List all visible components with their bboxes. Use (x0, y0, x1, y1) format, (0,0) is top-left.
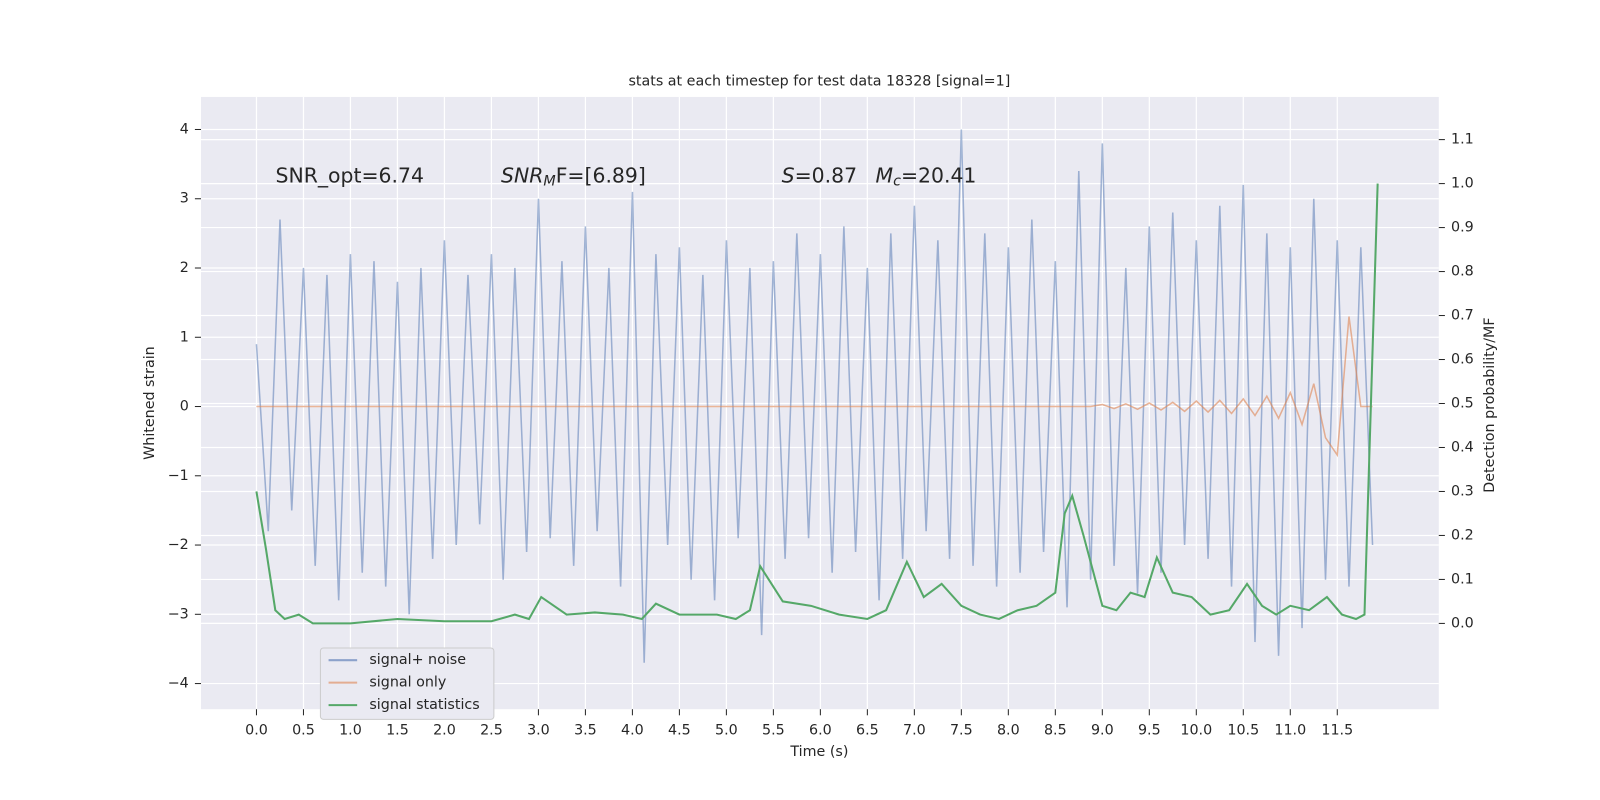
x-tick-label: 4.0 (621, 723, 644, 739)
y-tick-label: 2 (180, 260, 189, 276)
x-tick-label: 5.5 (762, 723, 785, 739)
x-tick-label: 11.0 (1274, 723, 1306, 739)
y-tick-label: −4 (168, 676, 189, 692)
x-tick-label: 7.0 (903, 723, 926, 739)
annotation: SNRMF=[6.89] (501, 164, 646, 190)
annotation-part: M (876, 164, 894, 188)
y2-tick-label: 0.1 (1451, 571, 1474, 587)
y2-tick-label: 0.0 (1451, 615, 1474, 631)
y-tick-label: 3 (180, 191, 189, 207)
y2-tick-label: 0.9 (1451, 220, 1474, 236)
x-tick-label: 0.5 (292, 723, 315, 739)
x-tick-label: 9.0 (1091, 723, 1114, 739)
annotation-part: =0.87 (795, 164, 858, 188)
annotation-part: M (543, 174, 555, 190)
legend-label: signal statistics (369, 697, 479, 713)
x-tick-label: 3.5 (574, 723, 597, 739)
y-tick-label: −3 (168, 606, 189, 622)
y2-tick-label: 0.8 (1451, 264, 1474, 280)
y2-tick-label: 1.0 (1451, 176, 1474, 192)
x-tick-label: 0.0 (245, 723, 268, 739)
y2-axis-label: Detection probability/MF (1482, 317, 1498, 492)
y2-tick-label: 0.5 (1451, 396, 1474, 412)
x-tick-label: 4.5 (668, 723, 691, 739)
x-axis-label: Time (s) (789, 744, 848, 760)
annotation: S=0.87 (782, 164, 857, 188)
x-tick-label: 11.5 (1321, 723, 1353, 739)
y2-tick-label: 0.7 (1451, 308, 1474, 324)
y-tick-label: −2 (168, 537, 189, 553)
annotation: SNR_opt=6.74 (276, 164, 424, 189)
y2-tick-label: 0.2 (1451, 527, 1474, 543)
y2-tick-label: 0.6 (1451, 352, 1474, 368)
x-tick-label: 2.5 (480, 723, 503, 739)
y-tick-label: 0 (180, 399, 189, 415)
y2-tick-label: 1.1 (1451, 132, 1474, 148)
x-tick-label: 1.5 (386, 723, 409, 739)
y-tick-label: −1 (168, 468, 189, 484)
series-line (255, 183, 1379, 625)
x-tick-label: 8.5 (1044, 723, 1067, 739)
annotation-part: S (782, 164, 795, 188)
annotation-part: SNR_opt=6.74 (276, 164, 424, 189)
annotation-part: c (893, 174, 901, 190)
y-tick-label: 1 (180, 329, 189, 345)
x-tick-label: 6.0 (809, 723, 832, 739)
y2-tick-label: 0.4 (1451, 439, 1474, 455)
y2-tick-label: 0.3 (1451, 483, 1474, 499)
x-tick-label: 2.0 (433, 723, 456, 739)
x-tick-label: 10.5 (1227, 723, 1259, 739)
x-tick-label: 5.0 (715, 723, 738, 739)
x-tick-label: 6.5 (856, 723, 879, 739)
annotation-part: SNR (501, 164, 543, 188)
x-tick-label: 1.0 (339, 723, 362, 739)
x-tick-label: 8.0 (997, 723, 1020, 739)
legend-label: signal only (369, 675, 446, 691)
y-tick-label: 4 (180, 121, 189, 137)
annotation: Mc=20.41 (876, 164, 977, 190)
legend-label: signal+ noise (369, 652, 466, 668)
x-tick-label: 10.0 (1180, 723, 1212, 739)
series-line (256, 316, 1373, 458)
series-line (255, 129, 1374, 663)
x-tick-label: 7.5 (950, 723, 973, 739)
chart-title: stats at each timestep for test data 183… (628, 74, 1010, 90)
x-tick-label: 3.0 (527, 723, 550, 739)
x-tick-label: 9.5 (1138, 723, 1161, 739)
legend-box (319, 647, 495, 720)
annotation-part: =20.41 (901, 164, 976, 188)
y-axis-label: Whitened strain (142, 346, 158, 460)
annotation-part: F=[6.89] (556, 164, 646, 188)
